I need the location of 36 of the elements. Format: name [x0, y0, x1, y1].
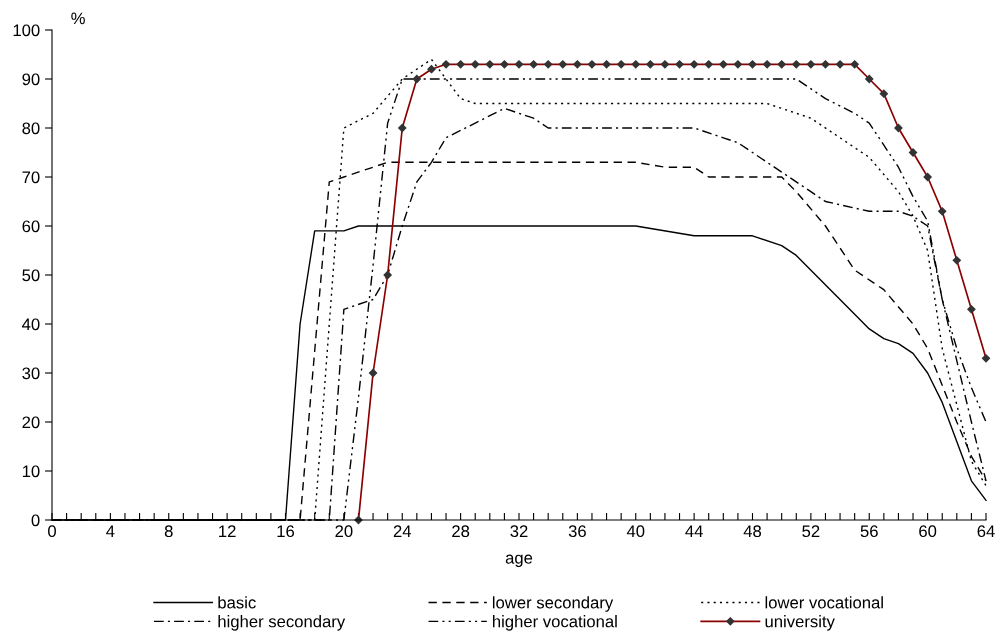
y-tick-label: 80	[22, 122, 40, 135]
legend-label: higher vocational	[493, 615, 617, 631]
legend-label: lower secondary	[492, 596, 614, 612]
y-tick-label: 70	[22, 171, 40, 184]
x-axis-title: age	[505, 554, 533, 568]
y-tick-label: 40	[22, 318, 40, 331]
y-tick-label: 30	[22, 367, 40, 380]
y-tick-label: 0	[31, 514, 40, 527]
x-tick-label: 60	[919, 525, 937, 538]
x-tick-label: 44	[685, 525, 703, 537]
y-tick-label: 100	[13, 24, 40, 37]
x-tick-label: 16	[277, 525, 295, 538]
x-tick-label: 24	[393, 525, 412, 537]
x-tick-label: 36	[568, 525, 586, 538]
legend-label: basic	[218, 596, 256, 609]
y-axis-title: %	[71, 12, 85, 25]
y-tick-label: 50	[22, 269, 40, 282]
x-tick-label: 40	[626, 525, 645, 538]
y-tick-label: 20	[22, 416, 40, 429]
y-tick-label: 90	[22, 73, 40, 86]
legend-label: university	[765, 615, 835, 631]
x-tick-label: 20	[335, 525, 353, 538]
legend-label: lower vocational	[765, 596, 883, 609]
x-tick-label: 8	[164, 525, 173, 538]
x-tick-label: 4	[106, 525, 115, 537]
x-tick-label: 48	[743, 525, 762, 538]
x-tick-label: 64	[977, 525, 995, 538]
x-tick-label: 56	[860, 525, 878, 538]
y-tick-label: 60	[22, 220, 40, 233]
y-tick-label: 10	[22, 465, 40, 478]
x-tick-label: 52	[802, 525, 820, 538]
x-tick-label: 0	[48, 525, 56, 538]
x-tick-label: 12	[219, 525, 236, 537]
x-tick-label: 32	[510, 525, 528, 538]
legend-label: higher secondary	[218, 615, 346, 631]
x-tick-label: 28	[452, 525, 470, 538]
